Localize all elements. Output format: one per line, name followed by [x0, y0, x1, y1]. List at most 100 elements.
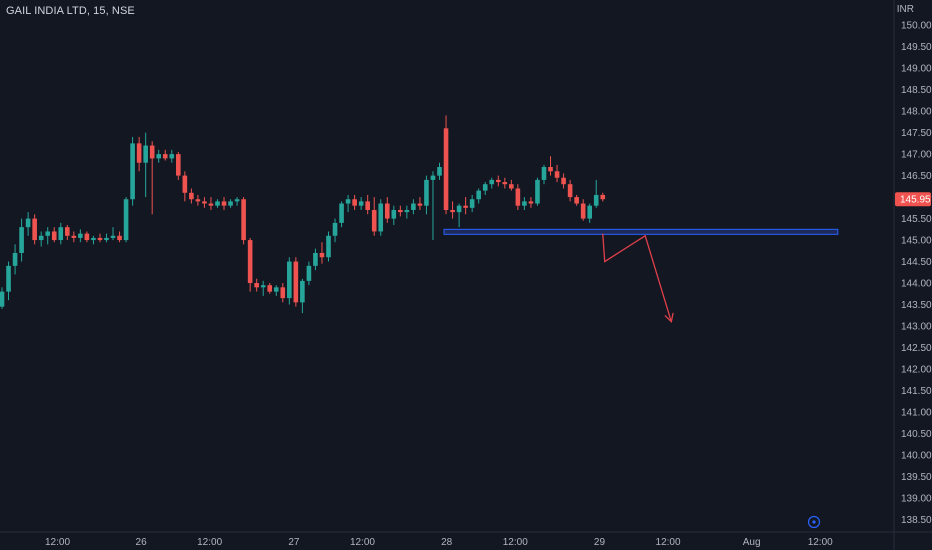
- candle: [384, 197, 390, 223]
- candle: [130, 136, 135, 206]
- last-price-tag: 145.95: [895, 192, 931, 207]
- candle: [45, 227, 51, 245]
- candle-body: [371, 209, 377, 232]
- candle: [463, 197, 468, 215]
- price-axis[interactable]: 150.00 149.50 149.00 148.50 148.00 147.50 147.…: [893, 0, 932, 550]
- timezone-icon[interactable]: [807, 515, 821, 529]
- candle-body: [195, 199, 201, 202]
- candle-body: [169, 154, 175, 159]
- candle-body: [567, 184, 573, 198]
- candle: [65, 225, 70, 241]
- candle-body: [515, 188, 521, 206]
- price-tick-label: 149.00: [901, 64, 932, 75]
- currency-label: INR: [896, 4, 914, 15]
- candle-body: [0, 291, 5, 307]
- candle: [51, 227, 57, 243]
- candle: [189, 188, 194, 204]
- candle-body: [273, 287, 279, 292]
- candle: [247, 237, 253, 292]
- candle-body: [149, 145, 155, 159]
- candle-body: [130, 143, 135, 200]
- candle: [280, 283, 286, 303]
- candle: [450, 201, 455, 219]
- candle: [541, 164, 547, 185]
- last-price-tag-text: 145.95: [900, 195, 931, 206]
- candle-body: [19, 227, 24, 253]
- time-tick-label: 12:00: [45, 537, 70, 548]
- candle-body: [554, 171, 560, 178]
- candle: [587, 203, 592, 223]
- time-tick-label: 26: [136, 537, 148, 548]
- candle: [509, 179, 514, 191]
- candle: [228, 199, 233, 208]
- price-tick-label: 147.00: [901, 150, 932, 161]
- candle-body: [417, 203, 423, 206]
- price-tick-label: 145.00: [901, 236, 932, 247]
- candles-layer: [0, 115, 606, 314]
- time-tick-label: 12:00: [197, 537, 222, 548]
- candle-body: [541, 167, 547, 180]
- candle-body: [482, 184, 488, 191]
- price-tick-label: 144.00: [901, 279, 932, 290]
- candle-body: [456, 205, 462, 213]
- candle: [300, 278, 305, 314]
- candle-body: [476, 190, 481, 200]
- candle: [169, 149, 175, 163]
- time-tick-label: 12:00: [808, 537, 833, 548]
- candle-body: [38, 235, 44, 241]
- candle-body: [548, 167, 553, 172]
- candle: [424, 175, 429, 215]
- candle: [110, 227, 116, 241]
- candle: [535, 177, 540, 206]
- candle: [12, 244, 18, 275]
- candle-body: [71, 235, 77, 238]
- candle: [202, 197, 207, 208]
- candle-body: [182, 175, 188, 193]
- price-tick-label: 141.00: [901, 407, 932, 418]
- annotation-layer: [443, 228, 839, 324]
- time-tick-label: 12:00: [503, 537, 528, 548]
- candle-body: [215, 201, 220, 206]
- candle-body: [326, 235, 331, 258]
- candle-body: [228, 201, 233, 206]
- candle-body: [522, 201, 527, 206]
- candle-body: [32, 218, 37, 241]
- candle-body: [384, 203, 390, 219]
- candle: [326, 231, 331, 262]
- candle: [489, 177, 495, 189]
- timezone-icon-dot: [812, 520, 816, 524]
- candle-body: [587, 205, 592, 219]
- candle-body: [123, 199, 129, 241]
- time-axis[interactable]: 12:00 26 12:00 27 12:00 28 12:00 29 12:00 Aug 12:0…: [0, 531, 932, 548]
- candle: [319, 242, 325, 264]
- candle: [332, 218, 338, 243]
- candle: [0, 287, 5, 309]
- candle-body: [25, 218, 31, 228]
- candle: [574, 194, 579, 206]
- candle-body: [332, 222, 338, 236]
- candle-body: [358, 201, 364, 206]
- candle-body: [345, 199, 351, 204]
- price-tick-label: 140.50: [901, 429, 932, 440]
- price-tick-label: 143.50: [901, 300, 932, 311]
- candle: [306, 261, 312, 286]
- projection-arrow-path[interactable]: [602, 233, 672, 322]
- candle-body: [300, 280, 305, 303]
- price-tick-label: 141.50: [901, 386, 932, 397]
- candle-body: [162, 154, 168, 159]
- price-tick-label: 148.50: [901, 85, 932, 96]
- support-zone[interactable]: [443, 228, 839, 235]
- candle-body: [313, 252, 318, 266]
- candle-body: [254, 283, 259, 288]
- time-tick-label: 29: [594, 537, 606, 548]
- candle: [404, 205, 410, 219]
- price-tick-label: 140.00: [901, 450, 932, 461]
- price-tick-label: 142.00: [901, 364, 932, 375]
- candle-body: [136, 143, 142, 163]
- candle-body: [189, 192, 194, 200]
- candle-body: [574, 197, 579, 204]
- candle-body: [424, 179, 429, 206]
- candle: [580, 199, 586, 221]
- candle: [58, 222, 64, 245]
